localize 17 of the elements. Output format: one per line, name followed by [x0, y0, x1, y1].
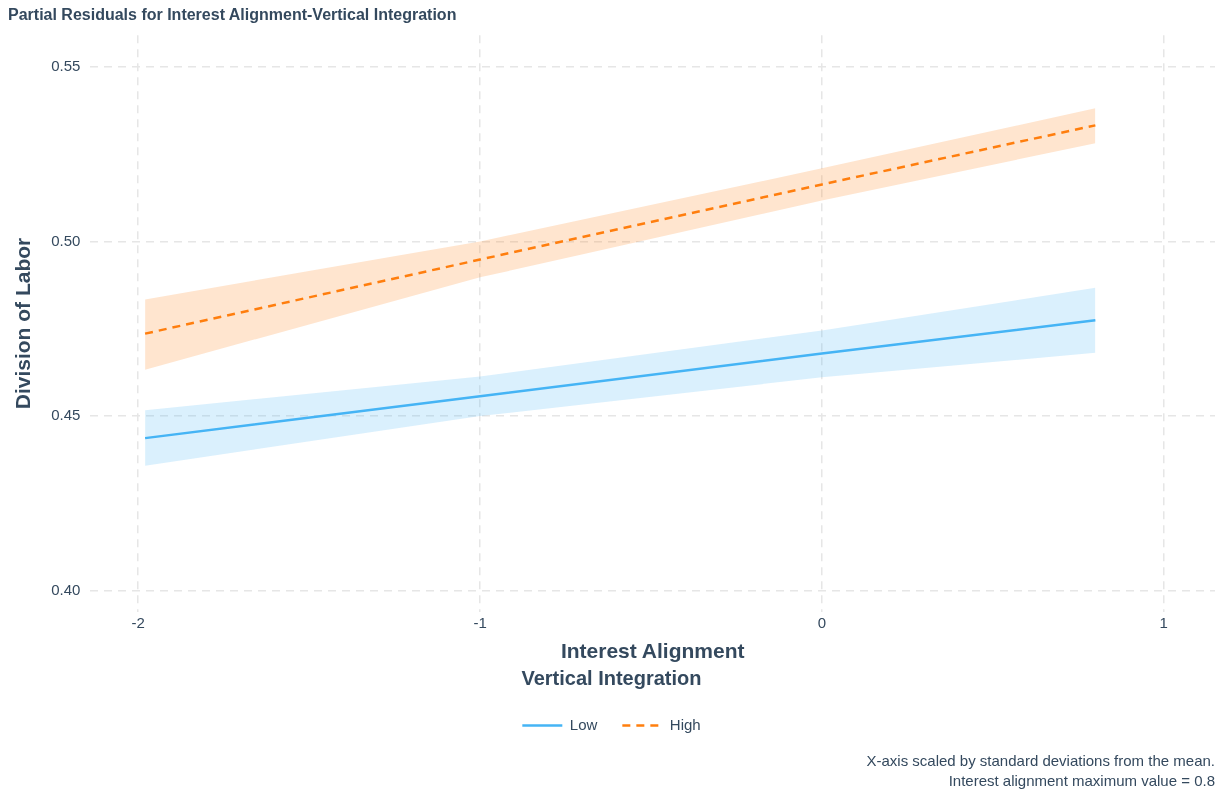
legend-label: Low — [569, 715, 598, 733]
line-series — [143, 124, 1097, 335]
chart-title: Partial Residuals for Interest Alignment-Vertical Integration — [8, 6, 457, 24]
x-axis-title: Interest Alignment — [560, 639, 745, 663]
text: Interest alignment maximum value = 0.8 — [948, 771, 1215, 789]
legend-label: High — [669, 715, 701, 733]
legend-title: Vertical Integration — [521, 666, 702, 689]
y-tick-label: 0.45 — [51, 406, 81, 424]
x-tick-label: -1 — [473, 613, 487, 631]
text: X-axis scaled by standard deviations from the mean. — [866, 751, 1215, 769]
y-axis-title: Division of Labor — [11, 237, 35, 410]
x-tick-label: -2 — [131, 613, 145, 631]
y-tick-label: 0.40 — [51, 580, 81, 598]
x-tick-label: 0 — [817, 613, 827, 631]
y-tick-label: 0.50 — [51, 231, 81, 249]
y-tick-label: 0.55 — [51, 56, 81, 74]
x-tick-label: 1 — [1159, 613, 1168, 631]
